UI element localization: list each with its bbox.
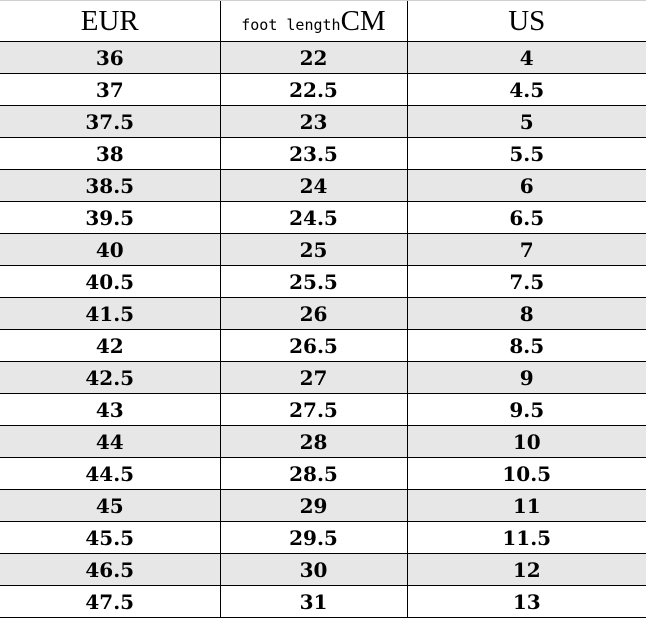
table-row: 38 23.5 5.5 [0, 137, 646, 170]
cell-eur: 47.5 [0, 585, 220, 618]
cell-eur: 39.5 [0, 201, 220, 234]
table-row: 41.5 26 8 [0, 297, 646, 330]
table-row: 42.5 27 9 [0, 361, 646, 394]
table-row: 45 29 11 [0, 489, 646, 522]
cell-eur: 43 [0, 393, 220, 426]
cell-eur: 37.5 [0, 105, 220, 138]
cell-cm: 29 [219, 489, 407, 522]
table-row: 45.5 29.5 11.5 [0, 521, 646, 554]
cell-cm: 23 [219, 105, 407, 138]
table-row: 36 22 4 [0, 41, 646, 74]
cell-eur: 40 [0, 233, 220, 266]
table-row: 40.5 25.5 7.5 [0, 265, 646, 298]
cell-us: 10.5 [406, 457, 646, 490]
cell-cm: 27 [219, 361, 407, 394]
header-eur: EUR [0, 1, 220, 42]
cell-us: 10 [406, 425, 646, 458]
cell-eur: 45.5 [0, 521, 220, 554]
cell-cm: 25 [219, 233, 407, 266]
cell-eur: 38.5 [0, 169, 220, 202]
table-row: 38.5 24 6 [0, 169, 646, 202]
cell-cm: 26 [219, 297, 407, 330]
cell-cm: 22.5 [219, 73, 407, 106]
header-foot-length-unit: CM [340, 4, 386, 37]
cell-cm: 29.5 [219, 521, 407, 554]
cell-cm: 28.5 [219, 457, 407, 490]
table-row: 47.5 31 13 [0, 585, 646, 618]
cell-eur: 44.5 [0, 457, 220, 490]
cell-us: 5 [406, 105, 646, 138]
cell-eur: 38 [0, 137, 220, 170]
cell-cm: 23.5 [219, 137, 407, 170]
cell-us: 6 [406, 169, 646, 202]
cell-us: 8.5 [406, 329, 646, 362]
cell-cm: 27.5 [219, 393, 407, 426]
table-row: 44 28 10 [0, 425, 646, 458]
cell-cm: 24 [219, 169, 407, 202]
cell-eur: 37 [0, 73, 220, 106]
cell-eur: 45 [0, 489, 220, 522]
table-row: 37 22.5 4.5 [0, 73, 646, 106]
cell-cm: 24.5 [219, 201, 407, 234]
cell-us: 11.5 [406, 521, 646, 554]
cell-us: 4 [406, 41, 646, 74]
cell-us: 6.5 [406, 201, 646, 234]
cell-cm: 22 [219, 41, 407, 74]
header-row: EUR foot lengthCM US [0, 1, 646, 42]
table-row: 46.5 30 12 [0, 553, 646, 586]
cell-us: 4.5 [406, 73, 646, 106]
cell-cm: 31 [219, 585, 407, 618]
table-row: 40 25 7 [0, 233, 646, 266]
top-border [0, 0, 646, 1]
table-body: 36 22 4 37 22.5 4.5 37.5 23 5 38 23.5 5.5 38.5 24 6 39.… [0, 41, 646, 618]
table-row: 39.5 24.5 6.5 [0, 201, 646, 234]
cell-eur: 42 [0, 329, 220, 362]
cell-cm: 25.5 [219, 265, 407, 298]
cell-eur: 40.5 [0, 265, 220, 298]
header-foot-length-label: foot length [241, 15, 341, 34]
table-row: 43 27.5 9.5 [0, 393, 646, 426]
cell-eur: 36 [0, 41, 220, 74]
header-foot-length: foot lengthCM [219, 1, 407, 42]
cell-us: 8 [406, 297, 646, 330]
cell-eur: 41.5 [0, 297, 220, 330]
cell-us: 11 [406, 489, 646, 522]
cell-us: 7.5 [406, 265, 646, 298]
cell-us: 9 [406, 361, 646, 394]
cell-us: 9.5 [406, 393, 646, 426]
table-row: 44.5 28.5 10.5 [0, 457, 646, 490]
cell-us: 13 [406, 585, 646, 618]
cell-us: 7 [406, 233, 646, 266]
cell-cm: 26.5 [219, 329, 407, 362]
header-us: US [406, 1, 646, 42]
table-row: 37.5 23 5 [0, 105, 646, 138]
cell-eur: 44 [0, 425, 220, 458]
cell-cm: 28 [219, 425, 407, 458]
cell-us: 5.5 [406, 137, 646, 170]
cell-eur: 42.5 [0, 361, 220, 394]
table-row: 42 26.5 8.5 [0, 329, 646, 362]
